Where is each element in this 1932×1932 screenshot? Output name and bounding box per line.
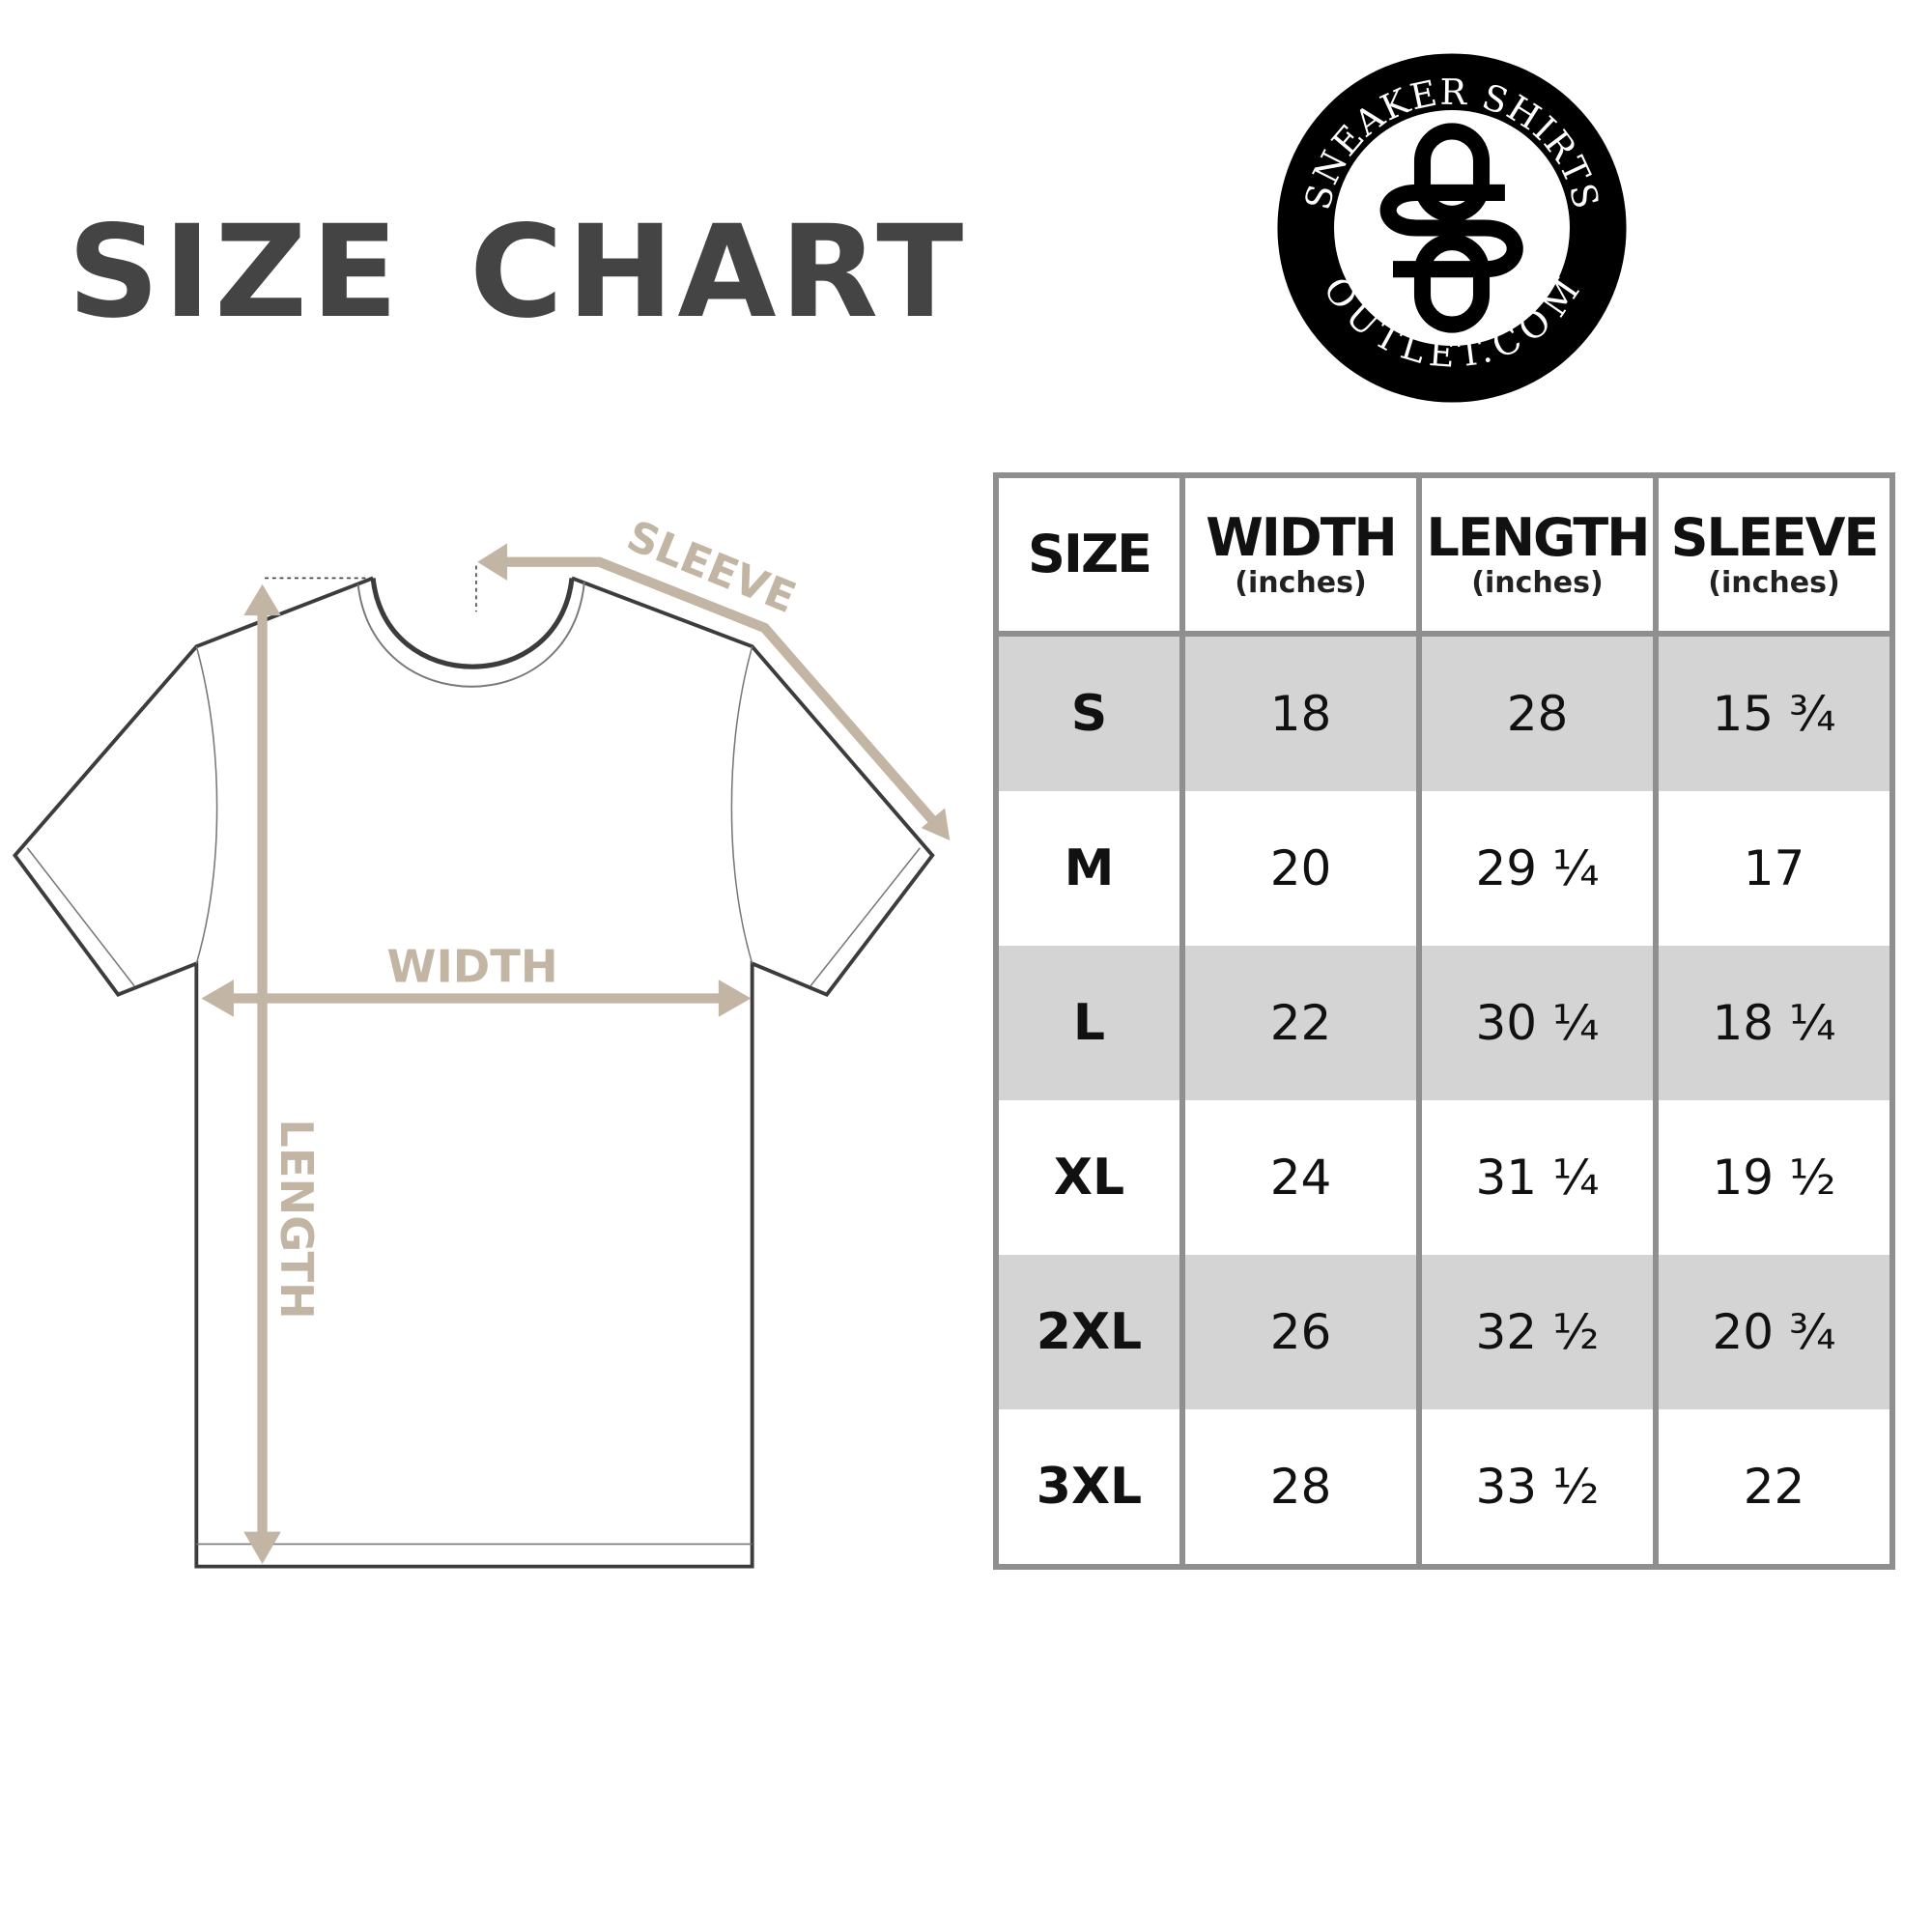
page-title: SIZE CHART bbox=[68, 198, 968, 347]
width-cell: 24 bbox=[1179, 1100, 1422, 1255]
width-cell: 28 bbox=[1179, 1409, 1422, 1567]
sleeve-cell: 17 bbox=[1653, 791, 1895, 946]
length-cell: 31 ¼ bbox=[1416, 1100, 1659, 1255]
width-cell: 22 bbox=[1179, 946, 1422, 1100]
size-cell: XL bbox=[993, 1100, 1185, 1255]
size-table: SIZE WIDTH (inches) LENGTH (inches) SLEEVE… bbox=[993, 472, 1895, 1570]
table-row: L 22 30 ¼ 18 ¼ bbox=[993, 946, 1895, 1100]
size-cell: M bbox=[993, 791, 1185, 946]
table-row: 3XL 28 33 ½ 22 bbox=[993, 1409, 1895, 1567]
table-row: M 20 29 ¼ 17 bbox=[993, 791, 1895, 946]
sleeve-cell: 15 ¾ bbox=[1653, 634, 1895, 791]
sleeve-arrow bbox=[495, 556, 939, 827]
tshirt-outline bbox=[12, 565, 935, 1569]
header-length: LENGTH (inches) bbox=[1416, 472, 1659, 637]
size-cell: 3XL bbox=[993, 1409, 1185, 1567]
header-size: SIZE bbox=[993, 472, 1185, 637]
table-row: S 18 28 15 ¾ bbox=[993, 634, 1895, 791]
size-cell: S bbox=[993, 634, 1185, 791]
sleeve-cell: 19 ½ bbox=[1653, 1100, 1895, 1255]
table-row: XL 24 31 ¼ 19 ½ bbox=[993, 1100, 1895, 1255]
width-cell: 18 bbox=[1179, 634, 1422, 791]
measure-arrows bbox=[221, 556, 939, 1545]
size-cell: L bbox=[993, 946, 1185, 1100]
length-cell: 33 ½ bbox=[1416, 1409, 1659, 1567]
width-label: WIDTH bbox=[386, 941, 557, 993]
length-cell: 30 ¼ bbox=[1416, 946, 1659, 1100]
size-cell: 2XL bbox=[993, 1255, 1185, 1409]
length-label: LENGTH bbox=[270, 1119, 323, 1320]
header-width: WIDTH (inches) bbox=[1179, 472, 1422, 637]
width-cell: 20 bbox=[1179, 791, 1422, 946]
sleeve-cell: 22 bbox=[1653, 1409, 1895, 1567]
brand-logo: SNEAKER SHIRTS OUTLET.COM bbox=[1277, 53, 1627, 403]
length-cell: 28 bbox=[1416, 634, 1659, 791]
monogram-icon bbox=[1379, 123, 1523, 333]
header-sleeve: SLEEVE (inches) bbox=[1653, 472, 1895, 637]
width-cell: 26 bbox=[1179, 1255, 1422, 1409]
sleeve-cell: 20 ¾ bbox=[1653, 1255, 1895, 1409]
table-header-row: SIZE WIDTH (inches) LENGTH (inches) SLEEVE… bbox=[993, 472, 1895, 637]
length-cell: 32 ½ bbox=[1416, 1255, 1659, 1409]
sleeve-cell: 18 ¼ bbox=[1653, 946, 1895, 1100]
table-row: 2XL 26 32 ½ 20 ¾ bbox=[993, 1255, 1895, 1409]
length-cell: 29 ¼ bbox=[1416, 791, 1659, 946]
